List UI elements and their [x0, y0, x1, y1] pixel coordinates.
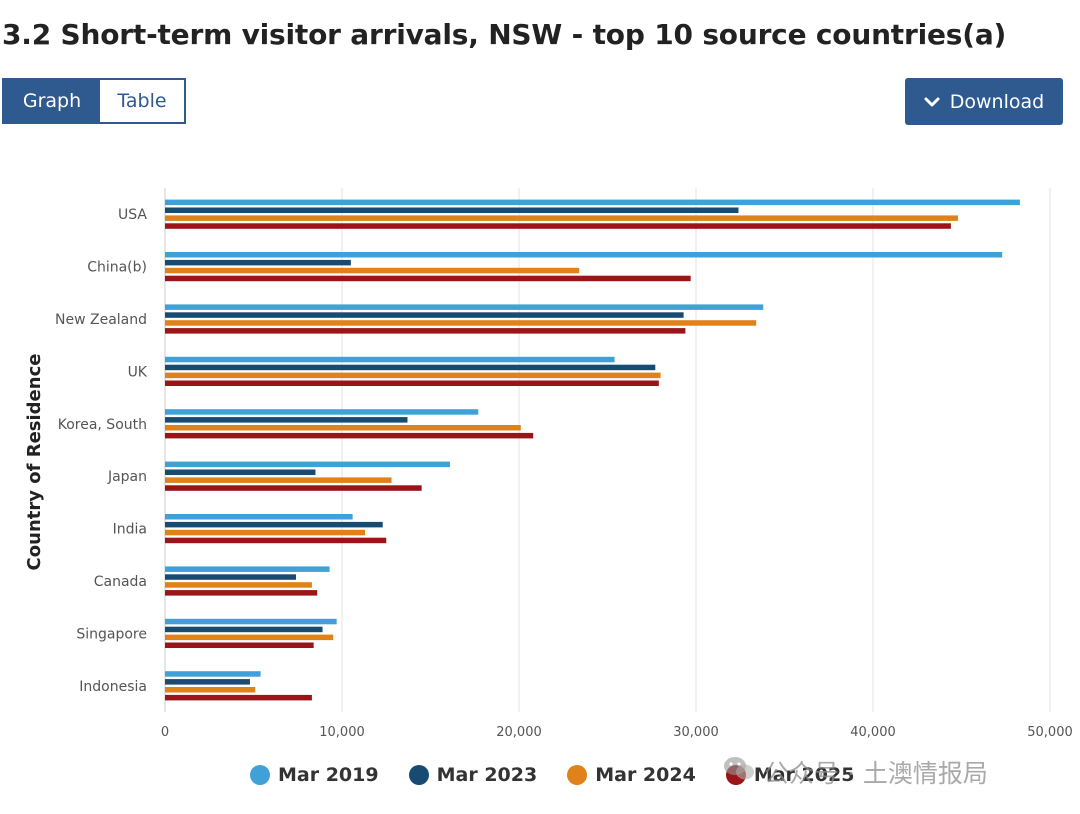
wechat-icon: [722, 755, 756, 789]
bar: [165, 215, 958, 221]
x-tick-label: 40,000: [850, 725, 896, 740]
bar: [165, 626, 323, 633]
chart-title: 3.2 Short-term visitor arrivals, NSW - t…: [2, 18, 1007, 51]
x-tick-label: 20,000: [496, 725, 542, 740]
bar: [165, 304, 764, 310]
legend-swatch: [408, 765, 429, 785]
chart-legend: Mar 2019 Mar 2023 Mar 2024 Mar 2025: [250, 760, 854, 790]
y-category-label: Singapore: [76, 626, 147, 642]
x-tick-label: 10,000: [319, 725, 365, 740]
x-tick-label: 30,000: [673, 725, 719, 740]
watermark: 公众号 · 土澳情报局: [722, 752, 988, 792]
bar: [165, 694, 312, 701]
bar: [165, 590, 318, 596]
bar: [165, 566, 330, 572]
x-tick-label: 0: [161, 725, 169, 740]
bar: [165, 687, 256, 693]
bar: [165, 469, 316, 475]
legend-label: Mar 2019: [278, 764, 379, 786]
bar: [165, 529, 366, 536]
bar: [165, 207, 739, 213]
bar: [165, 275, 691, 282]
bar-chart: 0 10,000 20,000 30,000 40,000 50,000 USA China(…: [24, 188, 1073, 740]
bar: [165, 537, 387, 544]
legend-label: Mar 2024: [595, 764, 696, 786]
download-label: Download: [949, 90, 1045, 113]
bar: [165, 356, 615, 363]
bar: [165, 461, 450, 468]
bar: [165, 671, 261, 677]
tab-table[interactable]: Table: [100, 80, 184, 122]
y-category-label: Korea, South: [58, 417, 147, 433]
bar: [165, 223, 951, 229]
bar: [165, 252, 1003, 258]
bar: [165, 618, 337, 625]
y-category-label: Canada: [94, 574, 147, 590]
legend-item[interactable]: Mar 2019: [250, 764, 379, 786]
bar: [165, 328, 686, 334]
watermark-text: 公众号 · 土澳情报局: [764, 759, 988, 788]
bar: [165, 514, 353, 520]
bar: [165, 574, 296, 580]
y-axis-title: Country of Residence: [24, 354, 45, 571]
tab-graph[interactable]: Graph: [4, 80, 100, 122]
bar: [165, 380, 659, 386]
bar: [165, 432, 534, 439]
legend-item[interactable]: Mar 2024: [567, 764, 696, 786]
legend-label: Mar 2025: [753, 764, 855, 786]
legend-item[interactable]: Mar 2023: [408, 764, 538, 786]
bar: [165, 485, 422, 491]
chevron-down-icon: [924, 96, 940, 108]
bar: [165, 679, 250, 685]
download-button[interactable]: Download: [905, 78, 1063, 125]
legend-label: Mar 2023: [436, 764, 538, 786]
view-tabs: Graph Table: [2, 78, 186, 124]
bar: [165, 267, 580, 274]
y-category-label: China(b): [87, 260, 147, 276]
y-category-label: UK: [128, 364, 148, 380]
bar: [165, 582, 312, 588]
bar: [165, 312, 684, 318]
y-category-label: India: [113, 522, 147, 538]
bar: [165, 372, 661, 379]
bar: [165, 259, 351, 266]
bar: [165, 199, 1020, 206]
bar: [165, 409, 479, 415]
x-tick-label: 50,000: [1027, 725, 1073, 740]
y-category-label: Japan: [107, 469, 147, 485]
bar: [165, 477, 392, 483]
y-category-label: USA: [118, 207, 147, 223]
bar: [165, 642, 314, 648]
bar: [165, 364, 656, 371]
bar: [165, 634, 334, 641]
bar: [165, 425, 521, 431]
y-category-label: Indonesia: [79, 679, 147, 695]
bar: [165, 320, 757, 326]
legend-swatch: [250, 765, 270, 785]
legend-swatch: [567, 765, 588, 785]
bar: [165, 521, 383, 528]
bar: [165, 417, 408, 423]
y-category-label: New Zealand: [55, 312, 147, 328]
